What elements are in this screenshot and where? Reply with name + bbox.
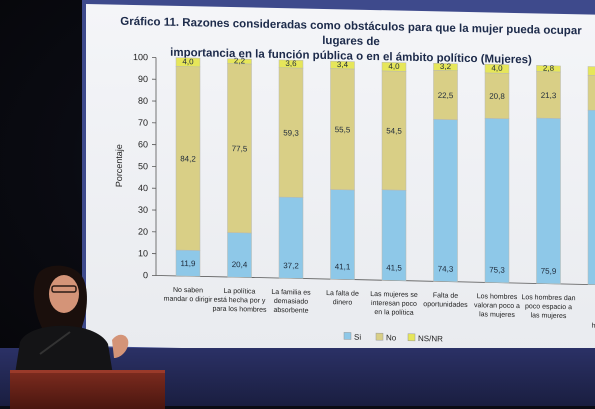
y-tick-label: 100 [133, 52, 148, 62]
data-label: 84,2 [180, 154, 196, 163]
data-label: 54,5 [386, 126, 402, 135]
data-label: 59,3 [283, 128, 299, 137]
data-label: 41,5 [386, 263, 402, 272]
data-label: 4,0 [388, 62, 400, 71]
legend-swatch [344, 332, 351, 339]
stacked-bar-chart: 0102030405060708090100Porcentaje11,984,2… [86, 4, 595, 357]
x-category-label: poco espacio a [525, 303, 572, 311]
bar-segment [537, 118, 561, 284]
y-tick-label: 30 [138, 205, 148, 215]
bar-segment [228, 232, 252, 277]
y-tick-label: 10 [138, 248, 148, 258]
data-label: 75,3 [489, 265, 505, 274]
y-tick-label: 70 [138, 117, 148, 127]
x-category-label: mandar o dirigir [164, 296, 213, 304]
speaker-face [49, 275, 79, 313]
x-category-label: No saben [173, 287, 203, 295]
x-category-label: La familia es [271, 289, 311, 297]
podium [10, 370, 165, 409]
y-tick-label: 90 [138, 74, 148, 84]
y-axis-label: Porcentaje [114, 144, 124, 187]
data-label: 2,8 [543, 64, 555, 73]
data-label: 74,3 [438, 264, 454, 273]
legend-label: NS/NR [418, 334, 443, 344]
data-label: 21,3 [541, 91, 557, 100]
x-category-label: Falta de [433, 292, 458, 300]
x-category-label: en la política [374, 309, 413, 317]
data-label: 4,0 [491, 64, 503, 73]
data-label: 3,4 [337, 60, 349, 69]
y-tick-label: 60 [138, 139, 148, 149]
x-category-label: interesan poco [371, 300, 417, 308]
x-category-label: para los hombres [212, 306, 267, 314]
x-category-label: está hecha por y [214, 297, 266, 305]
x-category-label: las mujeres [479, 311, 515, 319]
y-tick-label: 80 [138, 96, 148, 106]
legend-swatch [376, 333, 383, 340]
x-category-label: las mujeres [531, 312, 567, 320]
x-category-label: La política [224, 288, 256, 296]
y-tick-label: 40 [138, 183, 148, 193]
legend-swatch [408, 334, 415, 341]
speaker-hand [112, 335, 128, 358]
y-tick-label: 50 [138, 161, 148, 171]
data-label: 3,6 [285, 59, 297, 68]
x-category-label: Las mujeres se [370, 291, 418, 299]
data-label: 3,2 [440, 62, 452, 71]
x-category-label: demasiado [274, 298, 308, 306]
x-category-label: valoran poco a [474, 302, 520, 310]
x-category-label: oportunidades [423, 301, 468, 309]
data-label: 20,4 [232, 260, 248, 269]
data-label: 75,9 [541, 267, 557, 276]
data-label: 20,8 [489, 92, 505, 101]
data-label: 37,2 [283, 261, 299, 270]
x-category-label: Los hombres [477, 293, 518, 301]
y-tick-label: 20 [138, 226, 148, 236]
x-category-label: La falta de [326, 290, 359, 298]
bar-segment [588, 67, 595, 76]
bar-segment [588, 110, 595, 285]
x-axis-line [156, 275, 595, 284]
presentation-slide: Gráfico 11. Razones consideradas como ob… [86, 4, 595, 357]
data-label: 4,0 [182, 57, 194, 66]
x-category-label: absorbente [273, 307, 308, 315]
data-label: 41,1 [335, 262, 351, 271]
data-label: 11,9 [181, 259, 197, 268]
x-category-label: Los hombres dan [521, 294, 575, 302]
x-category-label: hacia [592, 323, 595, 330]
bar-segment [434, 119, 458, 281]
data-label: 77,5 [232, 144, 248, 153]
data-label: 22,5 [438, 91, 454, 100]
legend-label: Si [354, 333, 361, 342]
data-label: 2,2 [234, 56, 246, 65]
x-category-label: dinero [333, 299, 353, 306]
bar-segment [588, 75, 595, 110]
data-label: 55,5 [335, 125, 351, 134]
bar-segment [485, 118, 509, 283]
legend-label: No [386, 333, 397, 342]
